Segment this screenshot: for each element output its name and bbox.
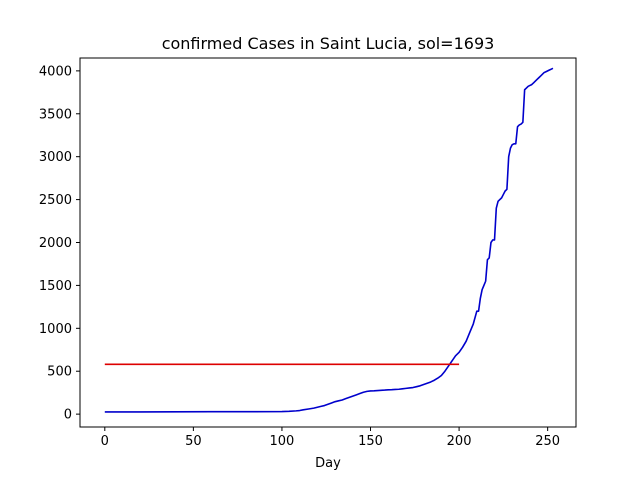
y-tick-label: 1000 — [39, 322, 72, 337]
y-tick-label: 2000 — [39, 236, 72, 251]
x-tick-label: 50 — [185, 434, 202, 449]
x-axis: 0 50 100 150 200 250 — [101, 427, 560, 449]
x-tick-label: 250 — [535, 434, 560, 449]
x-tick-label: 150 — [358, 434, 383, 449]
plot-area — [104, 67, 554, 413]
y-tick-label: 2500 — [39, 193, 72, 208]
y-tick-label: 1500 — [39, 279, 72, 294]
y-tick-label: 0 — [64, 408, 72, 423]
x-tick-label: 200 — [447, 434, 472, 449]
x-tick-label: 0 — [101, 434, 109, 449]
plot-frame — [79, 57, 577, 428]
series-line-0 — [104, 67, 554, 413]
x-axis-label: Day — [315, 456, 341, 471]
x-tick-label: 100 — [270, 434, 295, 449]
y-tick-label: 3500 — [39, 107, 72, 122]
y-tick-label: 4000 — [39, 64, 72, 79]
y-tick-label: 500 — [47, 365, 72, 380]
chart-title: confirmed Cases in Saint Lucia, sol=1693 — [162, 34, 495, 53]
y-tick-label: 3000 — [39, 150, 72, 165]
y-axis: 0 500 1000 1500 2000 2500 3000 3500 4000 — [39, 64, 80, 423]
